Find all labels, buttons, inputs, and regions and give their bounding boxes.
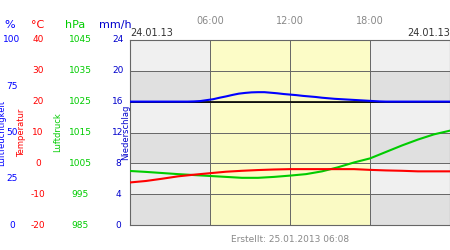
Text: 40: 40 [32,36,44,44]
Text: 1005: 1005 [68,159,91,168]
Text: 0: 0 [9,220,15,230]
Text: hPa: hPa [65,20,85,30]
Text: 20: 20 [32,97,44,106]
Bar [130,71,450,102]
Text: 0: 0 [35,159,41,168]
Text: 24.01.13: 24.01.13 [407,28,450,38]
Bar [130,132,450,163]
Text: 1035: 1035 [68,66,91,76]
Bar [130,194,450,225]
Text: 20: 20 [112,66,124,76]
Text: 1025: 1025 [68,97,91,106]
Text: 995: 995 [72,190,89,198]
Text: 06:00: 06:00 [196,16,224,26]
Text: 16: 16 [112,97,124,106]
Text: 75: 75 [6,82,18,91]
Text: 8: 8 [115,159,121,168]
Text: 18:00: 18:00 [356,16,384,26]
Bar [130,40,450,71]
Text: %: % [4,20,15,30]
Text: 0: 0 [115,220,121,230]
Text: mm/h: mm/h [99,20,131,30]
Bar [210,40,370,225]
Text: -20: -20 [31,220,45,230]
Bar [130,102,450,132]
Text: Temperatur: Temperatur [18,108,27,157]
Text: 1045: 1045 [68,36,91,44]
Text: 10: 10 [32,128,44,137]
Text: 985: 985 [72,220,89,230]
Text: 25: 25 [6,174,18,183]
Text: 100: 100 [4,36,21,44]
Text: -10: -10 [31,190,45,198]
Text: Niederschlag: Niederschlag [122,105,130,160]
Text: 50: 50 [6,128,18,137]
Text: 12: 12 [112,128,124,137]
Bar [130,163,450,194]
Text: 12:00: 12:00 [276,16,304,26]
Text: 24.01.13: 24.01.13 [130,28,173,38]
Text: Erstellt: 25.01.2013 06:08: Erstellt: 25.01.2013 06:08 [231,236,349,244]
Text: 4: 4 [115,190,121,198]
Text: 30: 30 [32,66,44,76]
Text: 1015: 1015 [68,128,91,137]
Text: 24: 24 [112,36,124,44]
Text: Luftdruck: Luftdruck [54,112,63,152]
Text: °C: °C [32,20,45,30]
Text: Luftfeuchtigkeit: Luftfeuchtigkeit [0,100,6,166]
